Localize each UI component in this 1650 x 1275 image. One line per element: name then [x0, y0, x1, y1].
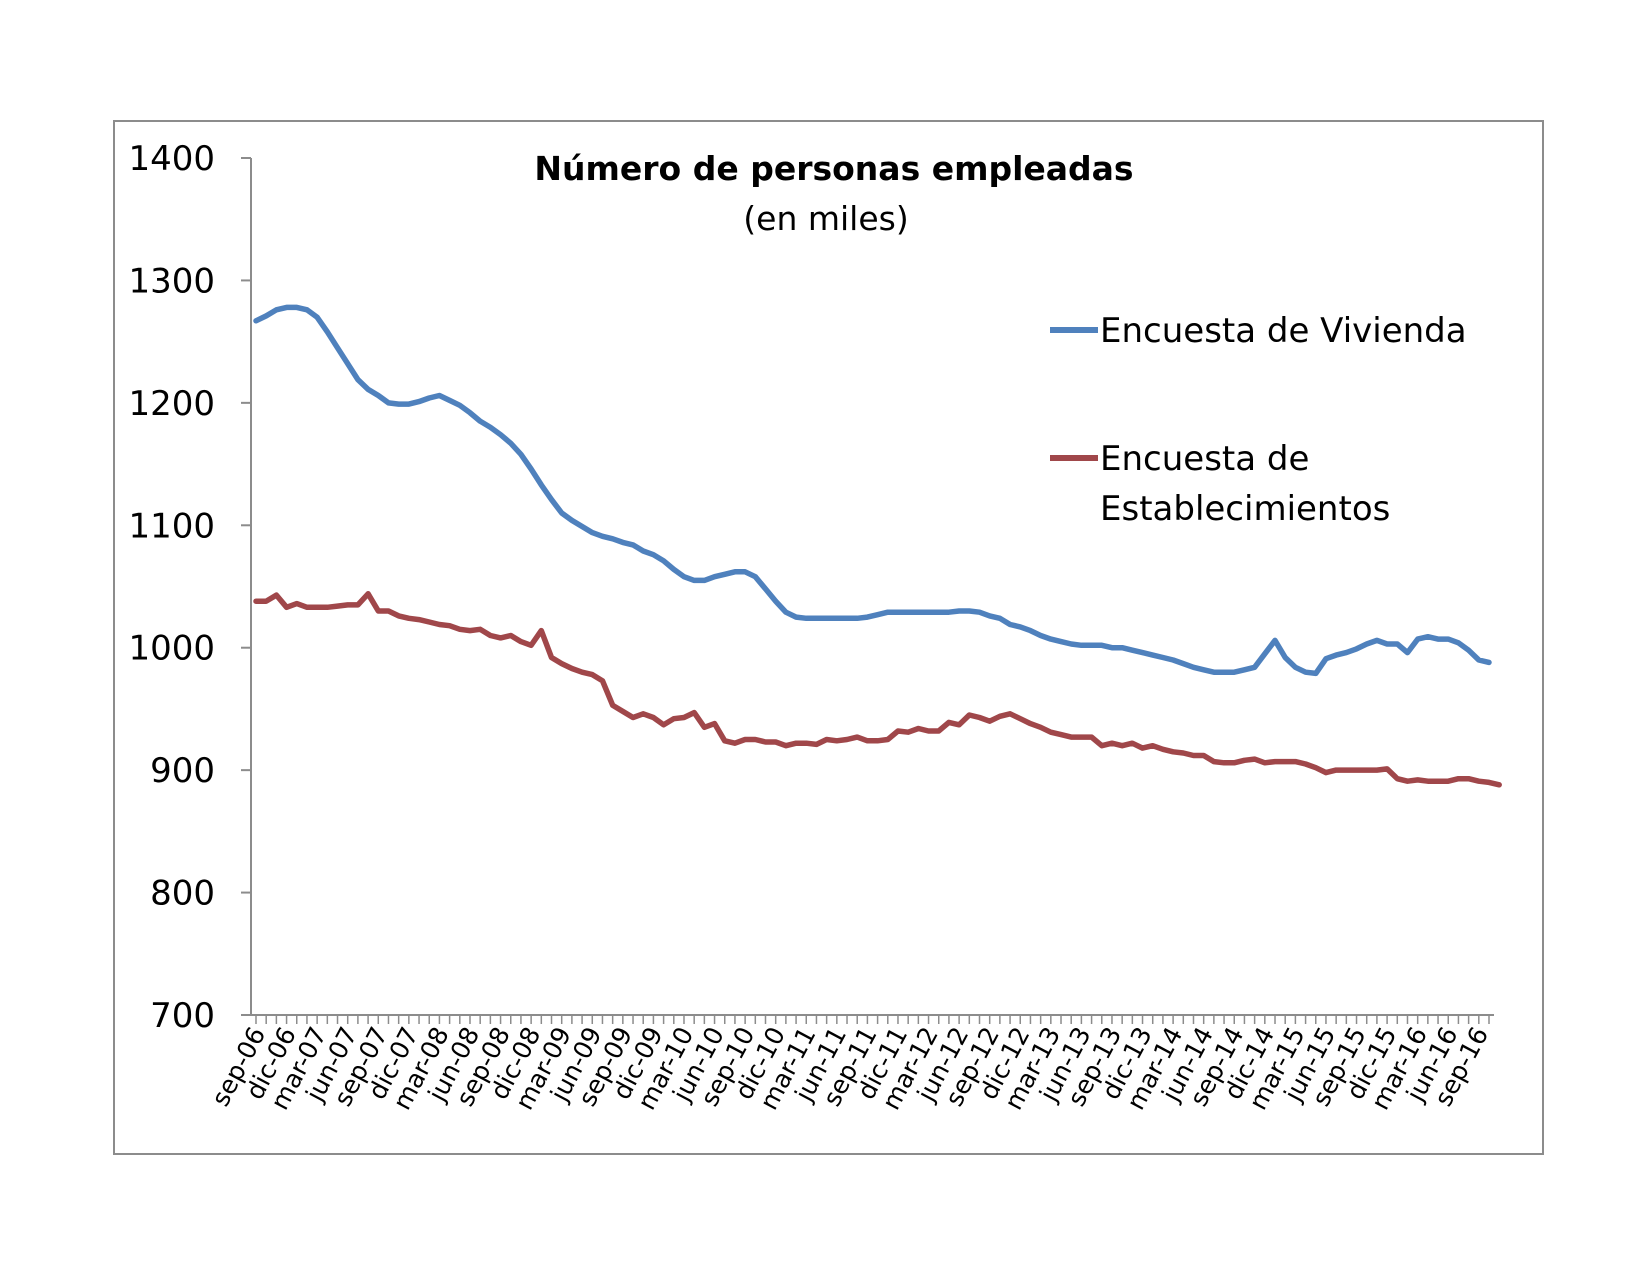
- y-tick-label: 700: [150, 996, 215, 1036]
- y-tick-label: 1200: [128, 384, 215, 424]
- series-line-2: [253, 591, 1502, 788]
- series-group: [253, 304, 1502, 788]
- y-tick-label: 900: [150, 751, 215, 791]
- legend-label-2: Encuesta de: [1100, 439, 1309, 479]
- y-tick-label: 1000: [128, 629, 215, 669]
- legend: Encuesta de Vivienda Encuesta de Estableci…: [1050, 311, 1467, 529]
- series-line-1: [253, 304, 1492, 677]
- legend-label-1: Encuesta de Vivienda: [1100, 311, 1467, 351]
- axes: 70080090010001100120013001400sep-06dic-0…: [128, 139, 1494, 1115]
- chart-subtitle: (en miles): [743, 199, 908, 238]
- legend-label-2: Establecimientos: [1100, 489, 1390, 529]
- y-tick-label: 1100: [128, 506, 215, 546]
- y-tick-label: 800: [150, 874, 215, 914]
- y-tick-label: 1300: [128, 261, 215, 301]
- y-tick-label: 1400: [128, 139, 215, 179]
- chart-title: Número de personas empleadas: [534, 149, 1133, 188]
- chart-frame: [113, 120, 1544, 1155]
